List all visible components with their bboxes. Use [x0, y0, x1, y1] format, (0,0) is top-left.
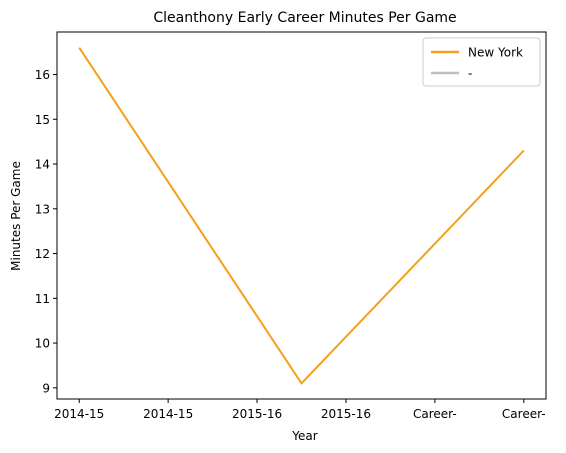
- x-axis: 2014-15 2014-15 2015-16 2015-16 Career- Caree…: [54, 399, 546, 421]
- x-tick-label: 2014-15: [143, 407, 193, 421]
- y-tick-label: 11: [35, 292, 50, 306]
- axes-frame: [56, 31, 547, 400]
- y-tick-label: 14: [35, 158, 50, 172]
- x-tick-label: 2015-16: [321, 407, 371, 421]
- y-tick-label: 13: [35, 202, 50, 216]
- y-tick-label: 9: [42, 381, 50, 395]
- x-tick-label: Career-: [502, 407, 546, 421]
- x-tick-label: 2015-16: [232, 407, 282, 421]
- plot-area: [78, 47, 525, 385]
- x-tick-label: 2014-15: [54, 407, 104, 421]
- y-axis: 9 10 11 12 13 14 15 16: [35, 68, 57, 395]
- legend-label: -: [468, 67, 472, 81]
- y-axis-label: Minutes Per Game: [9, 161, 23, 271]
- x-tick-label: Career-: [413, 407, 457, 421]
- series-line-0: [78, 47, 525, 385]
- legend-label: New York: [468, 46, 523, 60]
- x-axis-label: Year: [291, 429, 317, 443]
- y-tick-label: 12: [35, 247, 50, 261]
- y-tick-label: 16: [35, 68, 50, 82]
- y-tick-label: 10: [35, 337, 50, 351]
- chart-title: Cleanthony Early Career Minutes Per Game: [153, 10, 456, 26]
- y-tick-label: 15: [35, 113, 50, 127]
- legend: New York -: [422, 37, 541, 87]
